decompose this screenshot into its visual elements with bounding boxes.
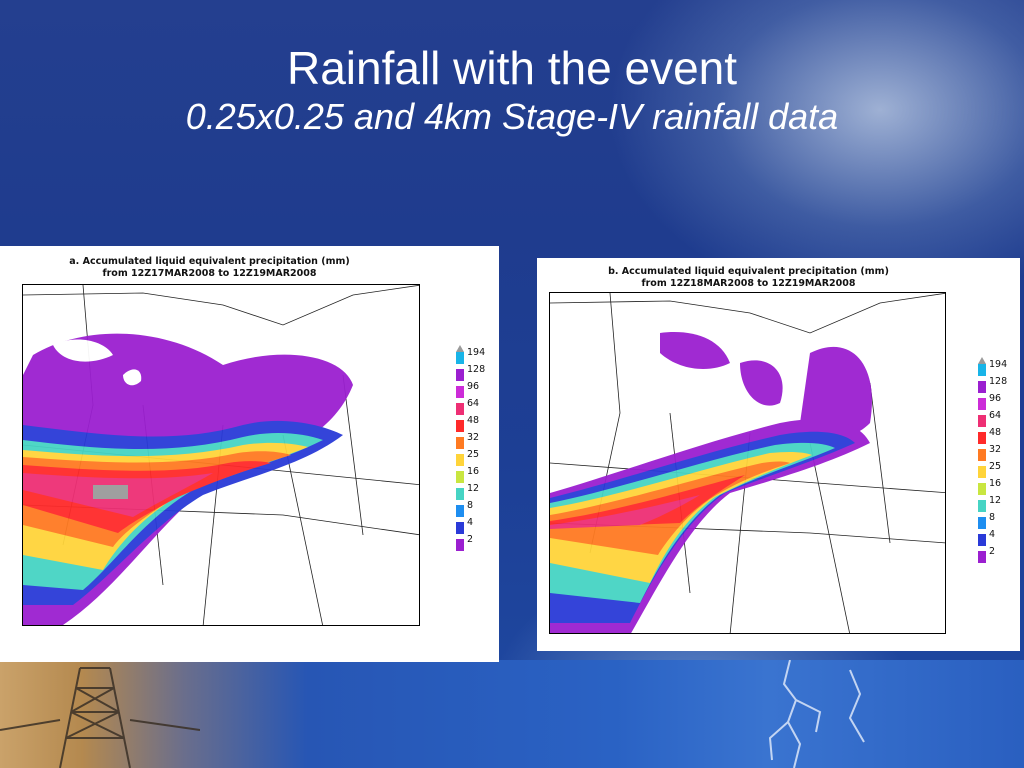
panel-b-map bbox=[549, 292, 946, 634]
legend-swatch bbox=[978, 500, 986, 512]
legend-swatch bbox=[456, 539, 464, 551]
legend-label: 48 bbox=[467, 415, 480, 426]
legend-swatch bbox=[978, 415, 986, 427]
precip-panel-a: a. Accumulated liquid equivalent precipi… bbox=[0, 246, 499, 662]
legend-label: 8 bbox=[467, 500, 474, 511]
legend-swatch bbox=[978, 466, 986, 478]
legend-swatch bbox=[978, 449, 986, 461]
panel-b-precip-map bbox=[550, 293, 945, 633]
legend-label: 194 bbox=[989, 359, 1008, 370]
legend-swatch bbox=[456, 403, 464, 415]
legend-label: 32 bbox=[467, 432, 480, 443]
legend-swatch bbox=[978, 517, 986, 529]
legend-cap-icon bbox=[978, 357, 986, 364]
legend-swatch bbox=[978, 534, 986, 546]
legend-label: 32 bbox=[989, 444, 1002, 455]
legend-cap-icon bbox=[456, 345, 464, 352]
legend-label: 2 bbox=[467, 534, 474, 545]
legend-label: 16 bbox=[989, 478, 1002, 489]
slide-subtitle: 0.25x0.25 and 4km Stage-IV rainfall data bbox=[185, 96, 839, 137]
legend-swatch bbox=[456, 522, 464, 534]
legend-swatch bbox=[978, 398, 986, 410]
legend-label: 4 bbox=[467, 517, 474, 528]
legend-label: 64 bbox=[467, 398, 480, 409]
panel-a-heading-line2: from 12Z17MAR2008 to 12Z19MAR2008 bbox=[102, 268, 317, 279]
legend-label: 96 bbox=[989, 393, 1002, 404]
legend-label: 16 bbox=[467, 466, 480, 477]
legend-swatch bbox=[978, 381, 986, 393]
panel-a-heading-line1: a. Accumulated liquid equivalent precipi… bbox=[69, 256, 350, 267]
legend-label: 48 bbox=[989, 427, 1002, 438]
legend-swatch bbox=[456, 454, 464, 466]
legend-swatch bbox=[978, 364, 986, 376]
legend-swatch bbox=[456, 420, 464, 432]
legend-label: 128 bbox=[989, 376, 1008, 387]
legend-label: 12 bbox=[989, 495, 1002, 506]
legend-swatch bbox=[978, 551, 986, 563]
legend-label: 25 bbox=[467, 449, 480, 460]
legend-label: 96 bbox=[467, 381, 480, 392]
legend-label: 12 bbox=[467, 483, 480, 494]
legend-swatch bbox=[456, 488, 464, 500]
legend-label: 25 bbox=[989, 461, 1002, 472]
panel-b-heading: b. Accumulated liquid equivalent precipi… bbox=[507, 266, 990, 290]
legend-swatch bbox=[978, 483, 986, 495]
panel-a-precip-map bbox=[23, 285, 419, 625]
legend-swatch bbox=[978, 432, 986, 444]
title-block: Rainfall with the event 0.25x0.25 and 4k… bbox=[0, 42, 1024, 138]
precip-panel-b: b. Accumulated liquid equivalent precipi… bbox=[537, 258, 1020, 651]
legend-label: 194 bbox=[467, 347, 486, 358]
legend-label: 4 bbox=[989, 529, 996, 540]
panel-b-heading-line2: from 12Z18MAR2008 to 12Z19MAR2008 bbox=[641, 278, 856, 289]
legend-swatch bbox=[456, 352, 464, 364]
legend-swatch bbox=[456, 471, 464, 483]
legend-label: 2 bbox=[989, 546, 996, 557]
panel-a-map bbox=[22, 284, 420, 626]
legend-swatch bbox=[456, 386, 464, 398]
panel-a-heading: a. Accumulated liquid equivalent precipi… bbox=[0, 256, 459, 280]
lightning-illustration bbox=[768, 660, 865, 768]
legend-swatch bbox=[456, 437, 464, 449]
tower-illustration bbox=[0, 667, 200, 768]
legend-label: 8 bbox=[989, 512, 996, 523]
legend-swatch bbox=[456, 505, 464, 517]
legend-label: 64 bbox=[989, 410, 1002, 421]
legend-label: 128 bbox=[467, 364, 486, 375]
panel-b-heading-line1: b. Accumulated liquid equivalent precipi… bbox=[608, 266, 889, 277]
legend-swatch bbox=[456, 369, 464, 381]
slide-title: Rainfall with the event bbox=[286, 42, 738, 94]
